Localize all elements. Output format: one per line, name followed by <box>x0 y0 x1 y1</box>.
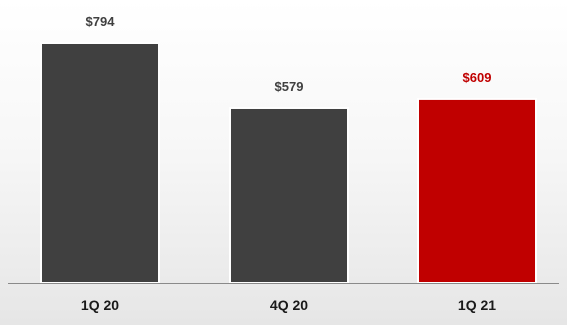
x-tick-label-4q-20: 4Q 20 <box>270 297 308 313</box>
bar-1q-20 <box>40 42 160 284</box>
bar-4q-20 <box>229 106 349 284</box>
data-label-1q-21: $609 <box>463 70 492 85</box>
x-tick-labels-group: 1Q 20 4Q 20 1Q 21 <box>81 297 496 313</box>
bars-group <box>40 42 537 284</box>
x-tick-label-1q-21: 1Q 21 <box>458 297 496 313</box>
value-labels-group: $794 $579 $609 <box>86 14 492 94</box>
x-tick-label-1q-20: 1Q 20 <box>81 297 119 313</box>
data-label-1q-20: $794 <box>86 14 116 29</box>
bar-1q-21 <box>417 97 537 284</box>
data-label-4q-20: $579 <box>275 79 304 94</box>
